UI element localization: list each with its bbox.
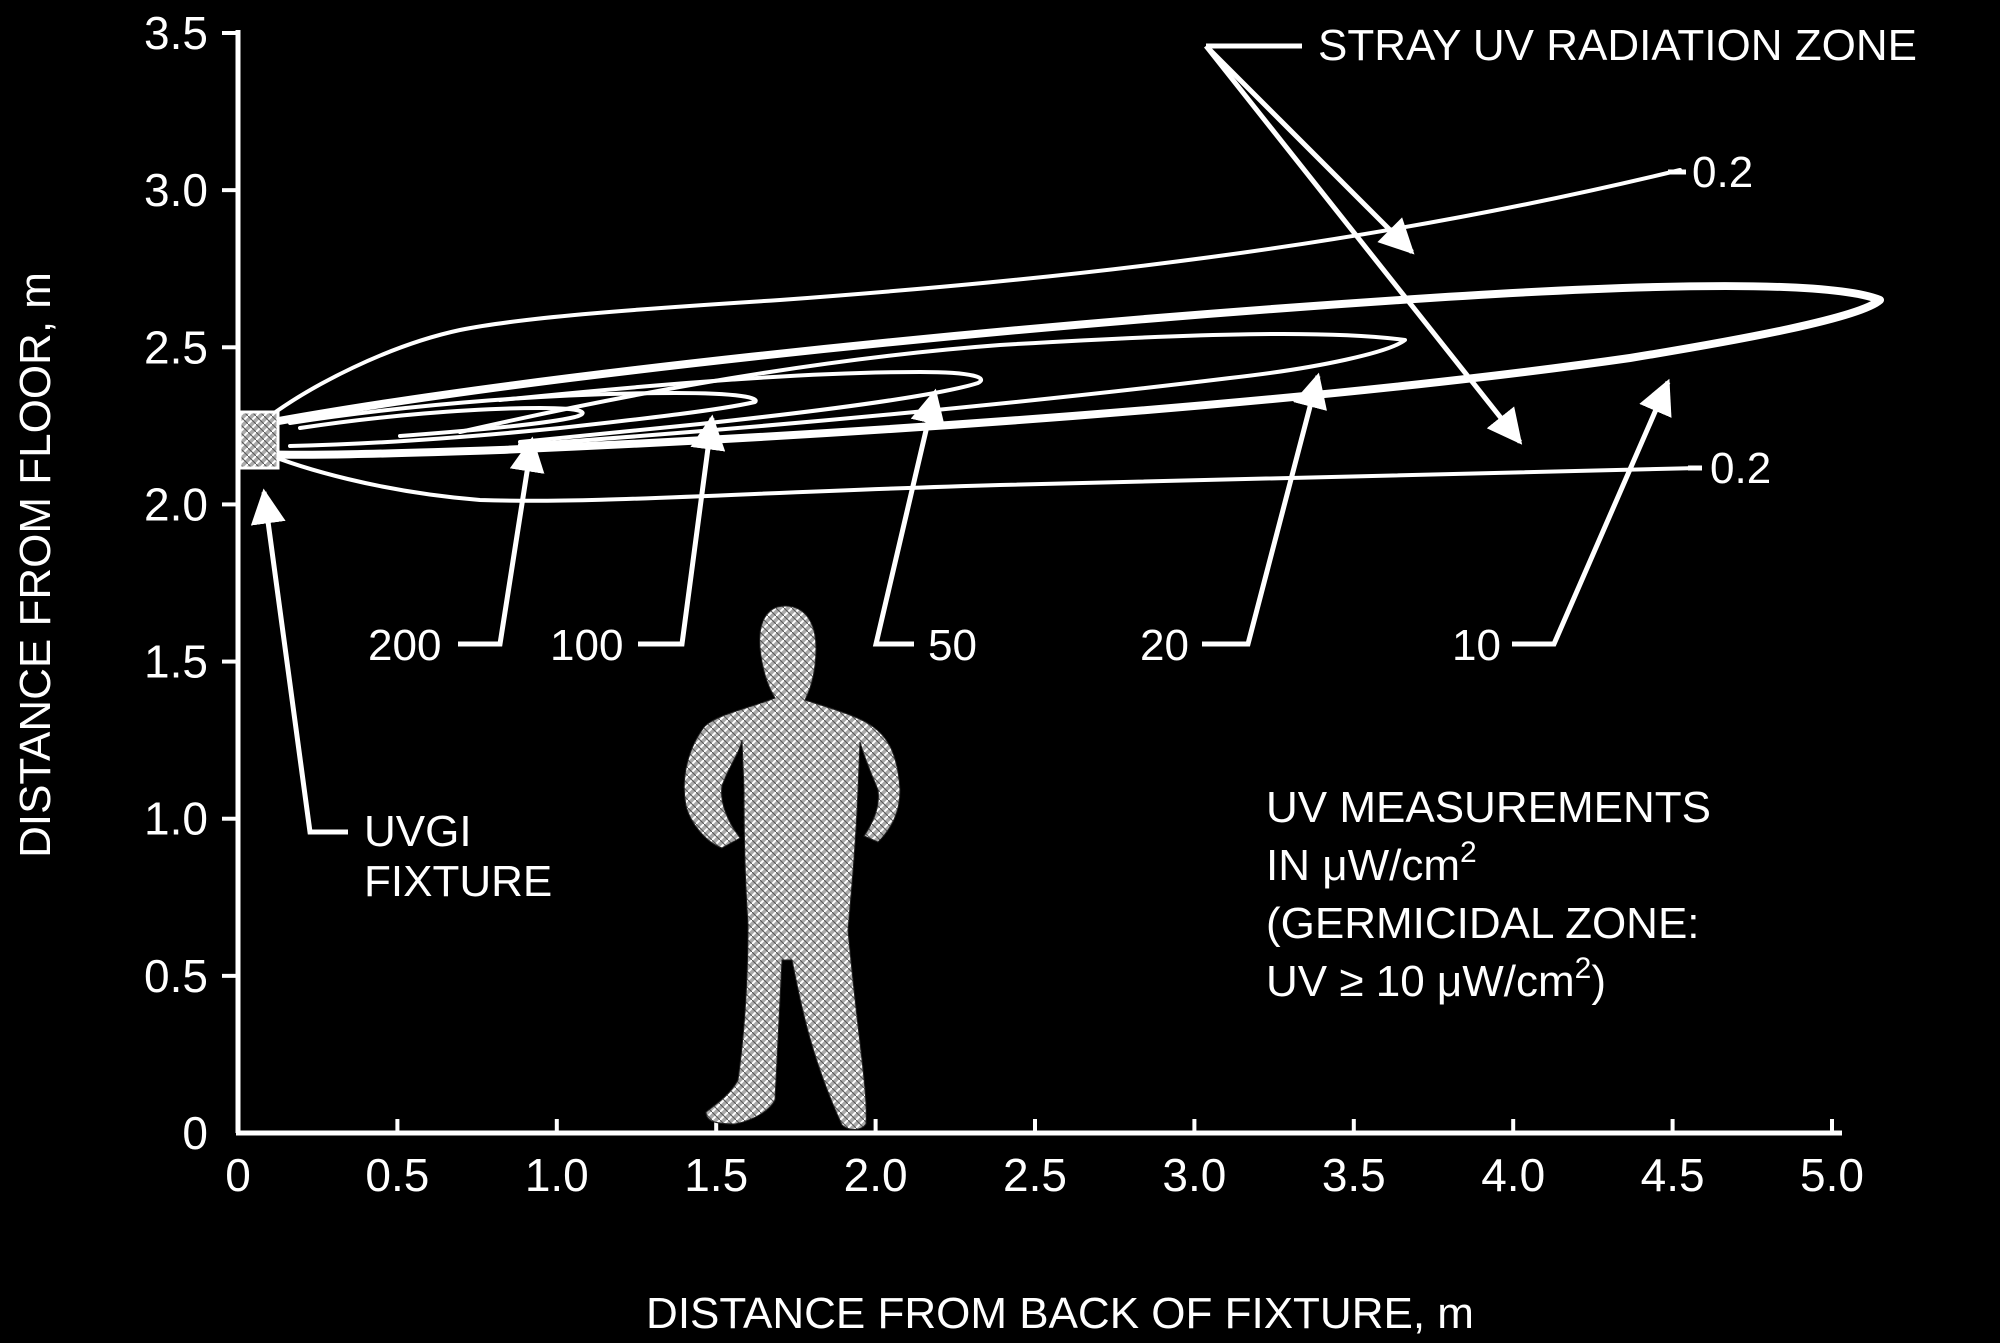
note-line4: UV ≥ 10 μW/cm2) (1266, 952, 1606, 1006)
x-tick-label: 3.5 (1322, 1149, 1386, 1201)
contour-100 (288, 391, 758, 448)
arrow-10 (1512, 378, 1672, 647)
y-tick-label: 0.5 (144, 950, 208, 1002)
contour-label-20: 20 (1140, 621, 1189, 670)
contour-200 (298, 406, 585, 438)
x-tick-label: 1.0 (525, 1149, 589, 1201)
x-ticks: 0 0.5 1.0 1.5 2.0 2.5 3.0 3.5 4.0 4.5 5.0 (225, 1119, 1864, 1201)
contour-label-200: 200 (368, 621, 441, 670)
fixture-arrow (250, 488, 348, 835)
x-tick-label: 2.0 (844, 1149, 908, 1201)
note-line2-sup: 2 (1460, 836, 1477, 869)
arrow-200 (458, 436, 545, 647)
y-tick-label: 1.0 (144, 793, 208, 845)
y-tick-label: 3.5 (144, 7, 208, 59)
stray-zone-arrow-1 (1204, 44, 1415, 255)
fixture-label-line1: UVGI (364, 807, 472, 856)
contour-label-100: 100 (550, 621, 623, 670)
y-tick-label: 3.0 (144, 164, 208, 216)
x-tick-label: 2.5 (1003, 1149, 1067, 1201)
x-tick-label: 0.5 (365, 1149, 429, 1201)
contour-label-10: 10 (1452, 621, 1501, 670)
axes: 0 0.5 1.0 1.5 2.0 2.5 3.0 3.5 0 0.5 1.0 1.5 2.0 2.5 3… (144, 7, 1864, 1201)
contour-10 (258, 282, 1884, 459)
x-axis-title: DISTANCE FROM BACK OF FIXTURE, m (646, 1289, 1474, 1338)
note-line3: (GERMICIDAL ZONE: (1266, 899, 1700, 948)
y-tick-label: 2.5 (144, 321, 208, 373)
arrow-20 (1202, 372, 1327, 647)
contour-label-0.2-lower: 0.2 (1710, 444, 1771, 493)
pointer-arrows (250, 43, 1702, 835)
note-line4-sup: 2 (1575, 952, 1592, 985)
fixture-label-line2: FIXTURE (364, 857, 552, 906)
note-line4-prefix: UV ≥ 10 μW/cm (1266, 957, 1575, 1006)
arrow-50 (872, 388, 945, 647)
y-tick-label: 2.0 (144, 478, 208, 530)
note-line1: UV MEASUREMENTS (1266, 783, 1711, 832)
uvgi-fixture (238, 410, 280, 470)
contour-label-0.2-upper: 0.2 (1692, 148, 1753, 197)
x-tick-label: 4.5 (1641, 1149, 1705, 1201)
y-tick-label: 1.5 (144, 636, 208, 688)
arrow-100 (638, 414, 726, 647)
contour-label-50: 50 (928, 621, 977, 670)
y-axis-title: DISTANCE FROM FLOOR, m (11, 272, 60, 858)
person-silhouette (683, 605, 901, 1130)
note-line4-suffix: ) (1591, 957, 1606, 1006)
stray-zone-label: STRAY UV RADIATION ZONE (1318, 21, 1917, 70)
note-line2-prefix: IN μW/cm (1266, 841, 1460, 890)
measurement-note: UV MEASUREMENTS IN μW/cm2 (GERMICIDAL ZO… (1266, 783, 1711, 1006)
contour-0.2 (260, 168, 1702, 503)
stray-zone-arrow-2 (1204, 44, 1523, 445)
x-tick-label: 3.0 (1162, 1149, 1226, 1201)
note-line2: IN μW/cm2 (1266, 836, 1477, 890)
contour-50 (498, 370, 984, 444)
x-tick-label: 4.0 (1481, 1149, 1545, 1201)
y-tick-label: 0 (182, 1107, 208, 1159)
x-tick-label: 5.0 (1800, 1149, 1864, 1201)
x-tick-label: 1.5 (684, 1149, 748, 1201)
x-tick-label: 0 (225, 1149, 251, 1201)
y-ticks: 0 0.5 1.0 1.5 2.0 2.5 3.0 3.5 (144, 7, 238, 1159)
